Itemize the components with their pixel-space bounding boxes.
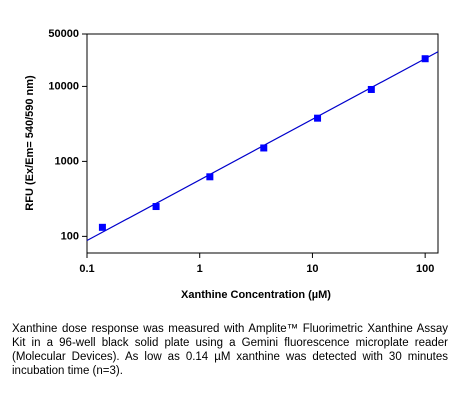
y-tick-label: 50000 — [48, 28, 79, 40]
data-point — [98, 223, 106, 231]
y-axis-label: RFU (Ex/Em= 540/590 nm) — [24, 75, 36, 211]
y-tick-label: 100 — [61, 230, 79, 242]
x-tick-label: 100 — [416, 263, 434, 275]
data-point — [367, 85, 375, 93]
data-point — [152, 203, 160, 211]
x-tick-label: 0.1 — [79, 263, 94, 275]
chart: Xanthine Concentration (µM) RFU (Ex/Em= … — [24, 28, 439, 301]
x-tick-label: 10 — [306, 263, 318, 275]
data-point — [206, 173, 214, 181]
x-axis-label: Xanthine Concentration (µM) — [181, 289, 331, 301]
x-tick-label: 1 — [197, 263, 203, 275]
plot-frame — [86, 33, 439, 254]
data-point — [260, 144, 268, 152]
y-tick-label: 10000 — [48, 80, 79, 92]
caption: Xanthine dose response was measured with… — [12, 323, 448, 377]
y-tick-label: 1000 — [55, 155, 79, 167]
data-point — [421, 55, 429, 63]
data-point — [314, 114, 322, 122]
